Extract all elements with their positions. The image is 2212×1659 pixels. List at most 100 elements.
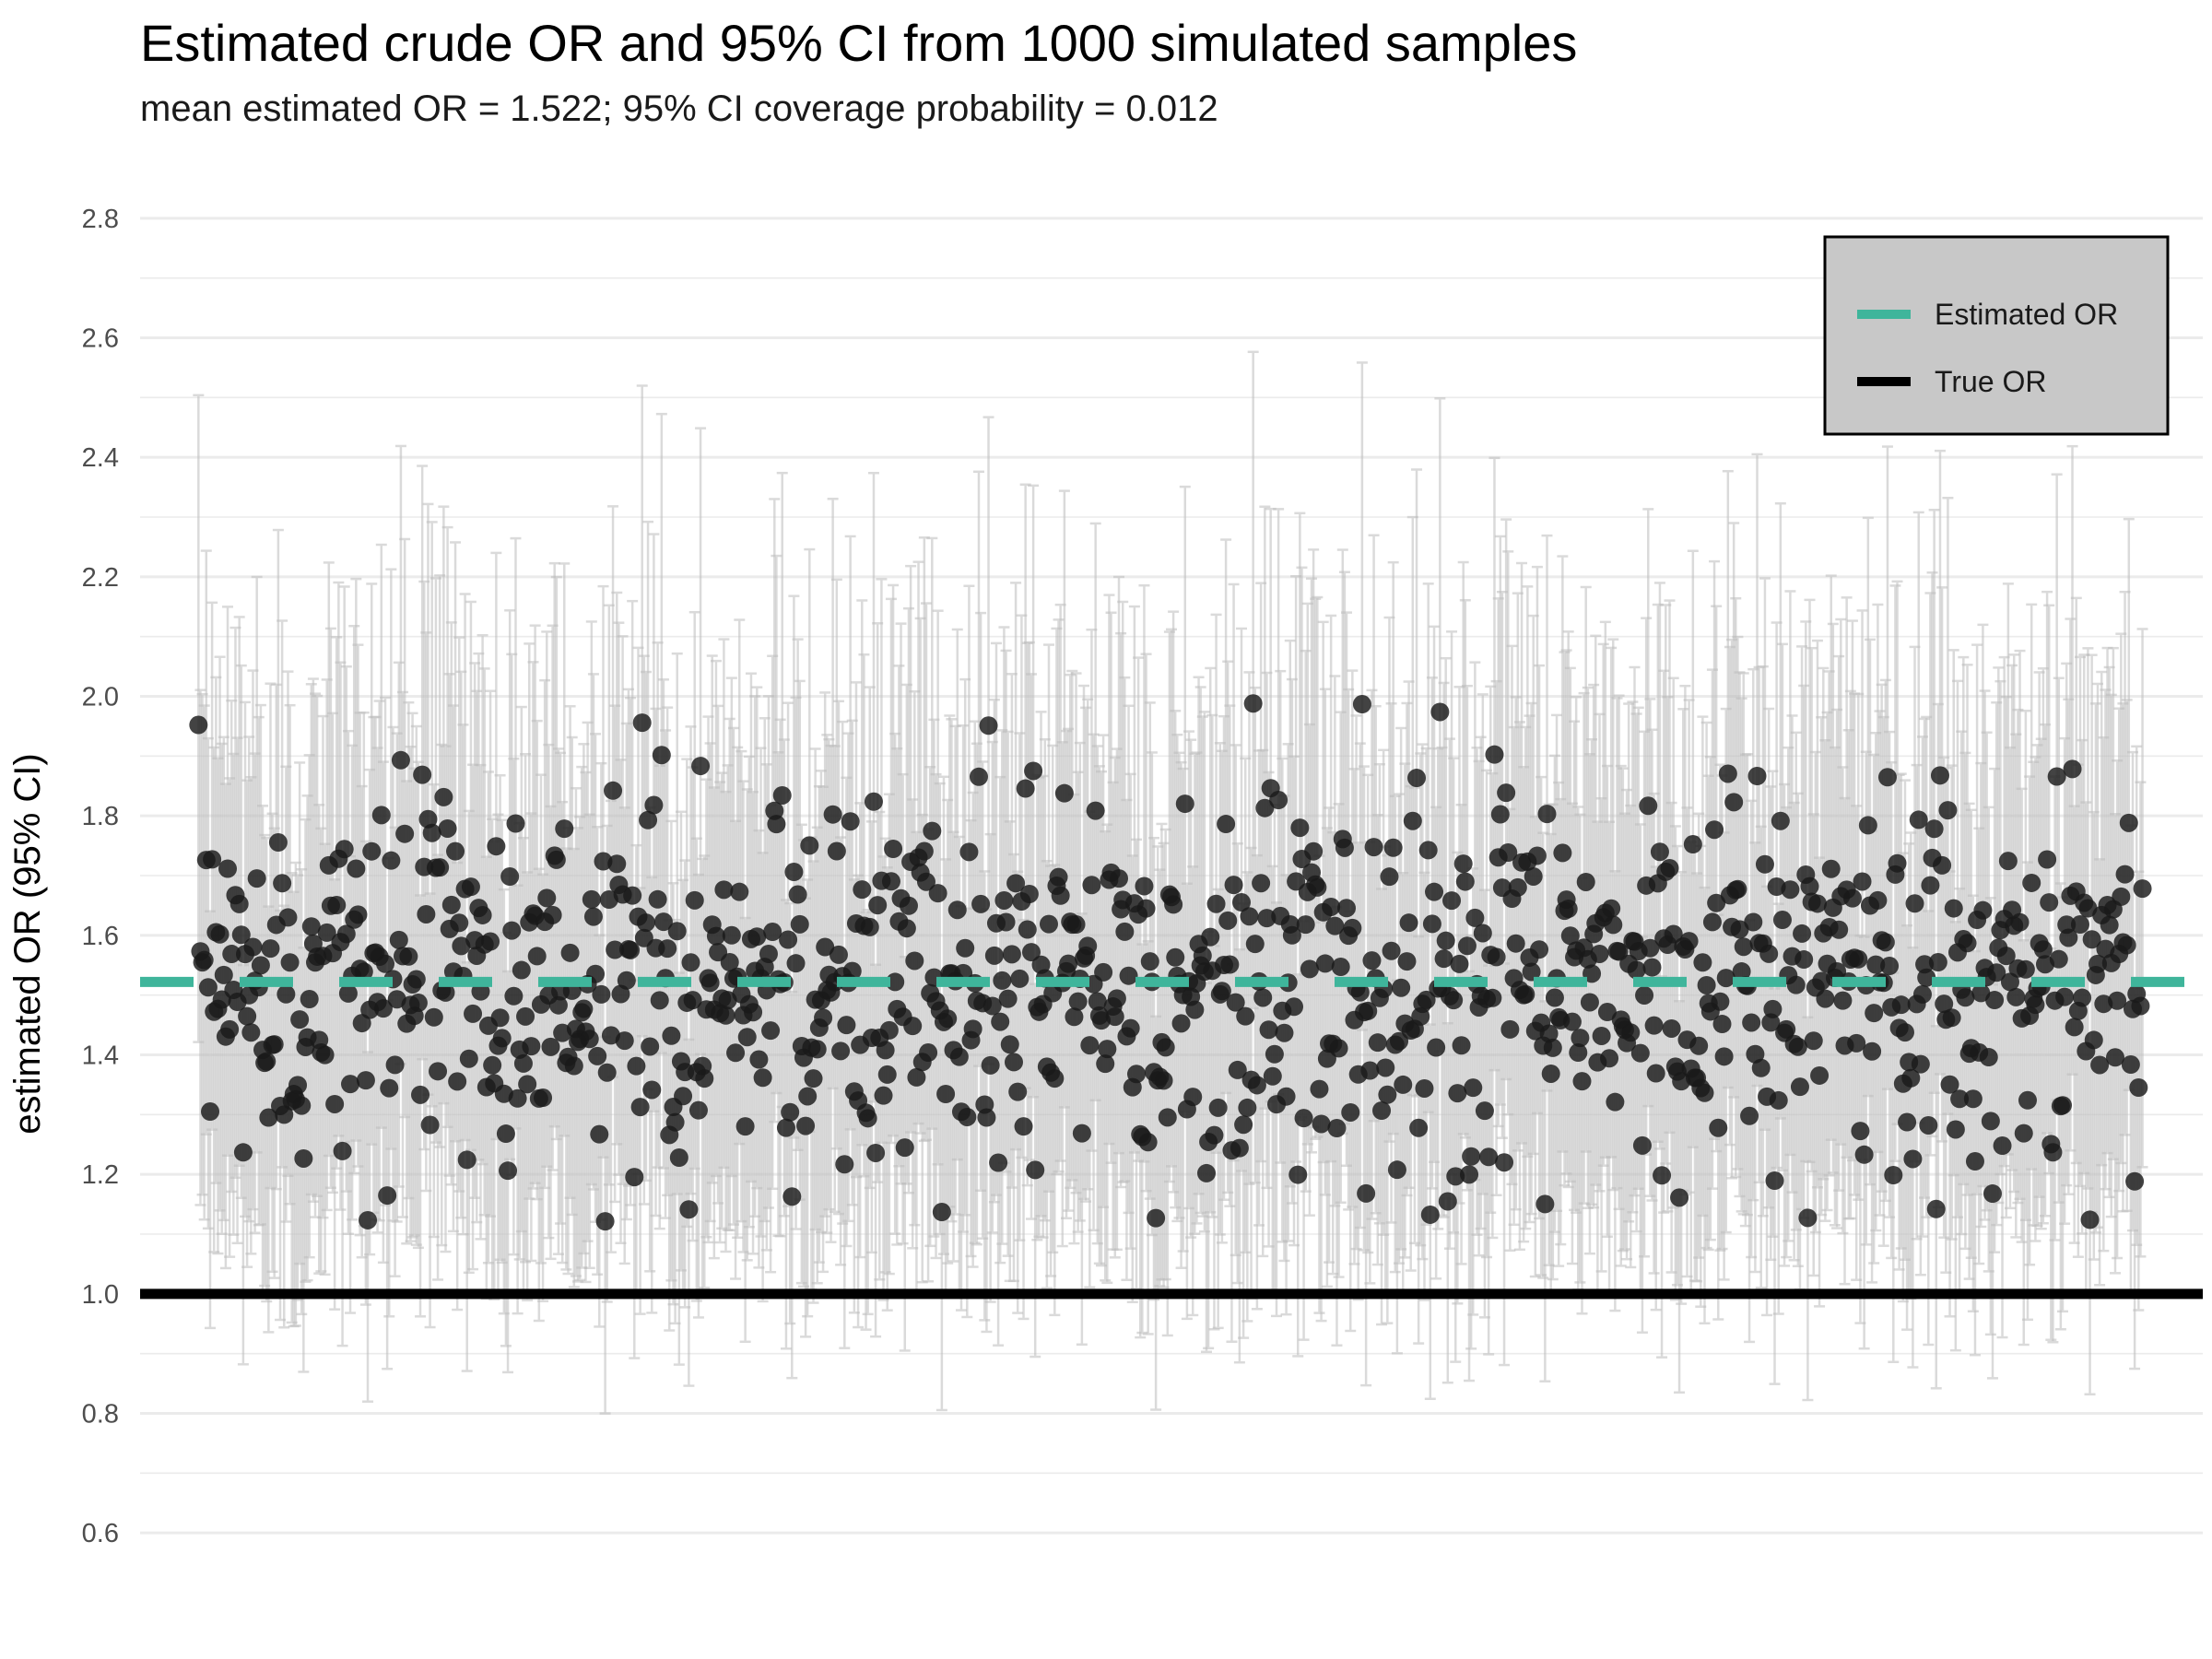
data-point xyxy=(1807,894,1827,913)
data-point xyxy=(1942,1008,1961,1028)
data-point xyxy=(1950,1089,1970,1109)
data-point xyxy=(1928,953,1947,972)
data-point xyxy=(881,872,900,891)
data-point xyxy=(879,1020,899,1040)
data-point xyxy=(1646,1064,1665,1083)
data-point xyxy=(1642,958,1662,977)
data-point xyxy=(1259,1020,1278,1040)
data-point xyxy=(395,824,415,843)
data-point xyxy=(574,999,594,1018)
data-point xyxy=(1940,1075,1959,1094)
data-point xyxy=(2026,995,2045,1015)
data-point xyxy=(1304,841,1324,861)
data-point xyxy=(1158,1108,1177,1127)
data-point xyxy=(1569,1043,1588,1063)
data-point xyxy=(1600,1049,1619,1068)
data-point xyxy=(2047,767,2066,786)
data-point xyxy=(1487,947,1506,967)
data-point xyxy=(1644,1016,1664,1035)
data-point xyxy=(1884,1166,1903,1185)
data-point xyxy=(1543,1038,1562,1057)
data-point xyxy=(776,1118,795,1137)
data-point xyxy=(984,946,1004,965)
data-point xyxy=(1500,1019,1520,1039)
data-point xyxy=(382,851,401,870)
data-point xyxy=(866,1143,886,1162)
data-point xyxy=(1833,991,1853,1010)
data-point xyxy=(547,850,566,869)
data-point xyxy=(325,1094,345,1113)
data-point xyxy=(835,1155,854,1174)
data-point xyxy=(681,953,700,972)
data-point xyxy=(481,932,500,951)
data-point xyxy=(1660,858,1679,877)
legend-estimated-or-label: Estimated OR xyxy=(1935,298,2118,331)
data-point xyxy=(1290,818,1310,838)
data-point xyxy=(604,781,623,800)
data-point xyxy=(2016,959,2035,979)
data-point xyxy=(420,1115,440,1135)
data-point xyxy=(1765,1171,1784,1190)
data-point xyxy=(782,1187,802,1206)
data-point xyxy=(1650,842,1669,862)
data-points xyxy=(189,694,2152,1231)
data-point xyxy=(1438,1192,1457,1211)
data-point xyxy=(492,1029,512,1048)
data-point xyxy=(864,792,883,811)
data-point xyxy=(333,1141,352,1160)
data-point xyxy=(2080,1210,2100,1230)
data-point xyxy=(928,884,947,903)
data-point xyxy=(1236,1006,1255,1026)
data-point xyxy=(1002,945,1021,964)
data-point xyxy=(243,937,263,957)
data-point xyxy=(1483,988,1502,1007)
data-point xyxy=(621,940,641,959)
data-point xyxy=(1905,894,1924,913)
data-point xyxy=(1372,1100,1392,1120)
data-point xyxy=(652,746,671,765)
data-point xyxy=(1343,918,1362,937)
data-point xyxy=(1769,1090,1788,1110)
data-point xyxy=(1772,911,1792,930)
data-point xyxy=(895,1138,914,1158)
data-point xyxy=(1434,949,1453,969)
data-point xyxy=(504,986,524,1006)
data-point xyxy=(516,1006,535,1026)
data-point xyxy=(823,805,842,824)
reference-lines xyxy=(140,976,2203,1300)
data-point xyxy=(2088,954,2107,973)
data-point xyxy=(1740,1106,1759,1125)
data-point xyxy=(798,1087,818,1106)
y-tick-label: 2.0 xyxy=(82,683,119,712)
data-point xyxy=(1362,951,1382,971)
data-point xyxy=(2073,988,2092,1007)
data-point xyxy=(1788,1037,1807,1056)
data-point xyxy=(1359,1001,1378,1020)
chart-subtitle: mean estimated OR = 1.522; 95% CI covera… xyxy=(140,88,1218,129)
data-point xyxy=(1693,953,1712,972)
data-point xyxy=(2043,1143,2063,1162)
data-point xyxy=(588,1046,607,1065)
data-point xyxy=(1847,1033,1866,1053)
data-point xyxy=(1115,922,1135,941)
y-tick-label: 2.2 xyxy=(82,563,119,593)
data-point xyxy=(233,1143,253,1162)
data-point xyxy=(1938,801,1958,820)
data-point xyxy=(347,859,366,878)
data-point xyxy=(1670,1188,1689,1207)
data-point xyxy=(1310,1079,1329,1099)
data-point xyxy=(1522,962,1541,982)
data-point xyxy=(2033,940,2053,959)
data-point xyxy=(1485,745,1504,764)
data-point xyxy=(1322,897,1341,916)
data-point xyxy=(1742,1013,1761,1032)
data-point xyxy=(1335,838,1354,857)
data-point xyxy=(1448,1084,1467,1103)
data-point xyxy=(1352,695,1371,714)
data-point xyxy=(1853,872,1872,891)
data-point xyxy=(502,921,522,940)
data-point xyxy=(1880,957,1900,976)
data-point xyxy=(1935,994,1954,1014)
data-point xyxy=(1257,909,1277,928)
data-point xyxy=(949,1047,969,1066)
